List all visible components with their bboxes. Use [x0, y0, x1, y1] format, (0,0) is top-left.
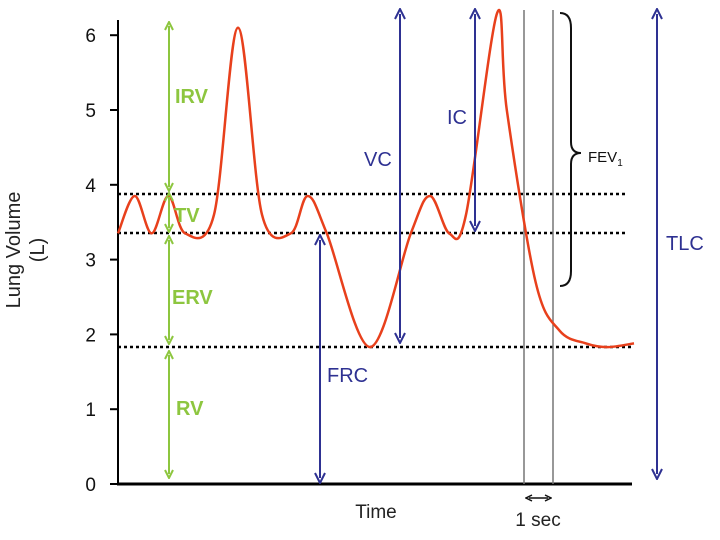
vc-label: VC	[364, 149, 392, 171]
erv-label: ERV	[172, 287, 213, 309]
y-tick-label-4: 4	[85, 176, 96, 197]
y-tick-label-5: 5	[85, 101, 96, 122]
rv-label: RV	[176, 398, 204, 420]
irv-label: IRV	[175, 86, 209, 108]
ic-label: IC	[447, 107, 467, 129]
fev1-label-main: FEV	[588, 149, 617, 166]
one-second-label: 1 sec	[515, 510, 560, 531]
tv-label: TV	[174, 205, 200, 227]
y-tick-label-0: 0	[85, 475, 96, 496]
fev1-label: FEV1	[588, 149, 623, 169]
fev1-brace	[559, 12, 582, 287]
fev1-label-subscript: 1	[617, 158, 623, 169]
y-tick-label-6: 6	[85, 26, 96, 47]
y-tick-label-1: 1	[85, 400, 96, 421]
y-tick-label-2: 2	[85, 325, 96, 346]
y-ticks: 0 1 2 3 4 5 6	[85, 26, 118, 496]
y-axis-label-line1: Lung Volume	[3, 192, 25, 309]
y-axis-label-line2: (L)	[27, 238, 49, 262]
frc-label: FRC	[327, 365, 368, 387]
tlc-label: TLC	[666, 233, 704, 255]
x-axis-label: Time	[355, 502, 397, 523]
y-tick-label-3: 3	[85, 251, 96, 272]
lung-volume-curve	[116, 8, 635, 349]
